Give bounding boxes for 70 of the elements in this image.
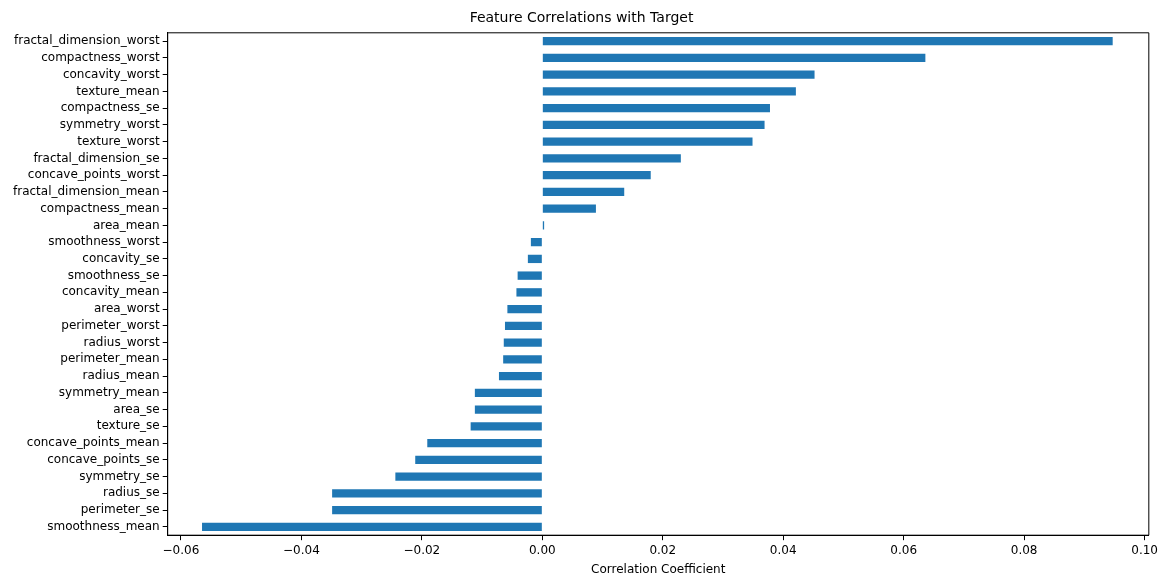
bar <box>542 70 815 79</box>
x-tick-label: 0.10 <box>1131 542 1158 557</box>
bar <box>542 53 926 63</box>
y-tick-label: symmetry_mean <box>58 384 160 399</box>
y-tick-label: fractal_dimension_mean <box>12 184 160 199</box>
x-tick-label: −0.06 <box>162 542 200 557</box>
y-tick-label: smoothness_worst <box>48 234 160 249</box>
bar <box>332 489 542 498</box>
y-tick-label: radius_se <box>102 485 160 500</box>
y-tick-label: compactness_worst <box>41 50 160 65</box>
bar <box>474 388 542 398</box>
y-tick-label: radius_mean <box>82 368 160 383</box>
y-tick-label: perimeter_se <box>80 502 160 517</box>
y-tick-label: concave_points_mean <box>26 435 160 450</box>
bar <box>542 120 765 130</box>
bar <box>517 271 542 280</box>
bar <box>507 304 542 314</box>
y-tick-label: radius_worst <box>83 334 160 349</box>
y-tick-label: concave_points_se <box>47 451 160 466</box>
y-tick-label: concave_points_worst <box>27 167 160 182</box>
y-tick-label: fractal_dimension_se <box>33 150 160 165</box>
y-tick-label: compactness_mean <box>40 200 160 215</box>
y-tick-label: area_worst <box>93 301 160 316</box>
bar <box>542 36 1113 46</box>
bar <box>527 254 542 264</box>
bar <box>504 321 542 331</box>
bar <box>542 170 651 180</box>
y-tick-label: compactness_se <box>60 100 160 115</box>
y-tick-label: symmetry_worst <box>59 117 160 132</box>
y-tick-label: texture_mean <box>76 83 160 98</box>
y-tick-label: concavity_worst <box>62 66 160 81</box>
bar <box>498 371 542 381</box>
bar <box>542 204 596 213</box>
bar <box>470 422 542 431</box>
x-tick-label: −0.02 <box>403 542 441 557</box>
x-axis-title: Correlation Coefficient <box>591 561 726 576</box>
bar <box>395 472 542 481</box>
bar <box>202 522 542 532</box>
y-tick-label: perimeter_worst <box>61 317 160 332</box>
y-tick-label: texture_worst <box>77 133 160 148</box>
bar <box>542 103 770 113</box>
bar <box>427 438 542 448</box>
bar <box>516 288 542 297</box>
y-tick-label: perimeter_mean <box>60 351 160 366</box>
y-tick-label: symmetry_se <box>79 468 160 483</box>
bar <box>542 87 796 96</box>
x-tick-label: 0.02 <box>649 542 677 557</box>
bar <box>503 338 542 347</box>
y-tick-label: fractal_dimension_worst <box>13 33 160 48</box>
bar <box>542 154 681 163</box>
bar <box>415 455 542 465</box>
y-tick-label: concavity_mean <box>61 284 160 299</box>
x-tick-label: −0.04 <box>283 542 320 557</box>
y-tick-label: smoothness_se <box>67 267 160 282</box>
bar <box>474 405 542 414</box>
y-tick-label: texture_se <box>96 418 160 433</box>
bar <box>542 187 625 197</box>
x-tick-label: 0.06 <box>890 542 918 557</box>
bar <box>332 505 542 515</box>
x-tick-label: 0.00 <box>528 542 556 557</box>
chart-title: Feature Correlations with Target <box>469 9 694 26</box>
y-tick-label: smoothness_mean <box>47 518 160 533</box>
y-tick-label: concavity_se <box>82 251 160 266</box>
x-tick-label: 0.04 <box>769 542 797 557</box>
x-tick-label: 0.08 <box>1010 542 1038 557</box>
bar <box>530 237 542 247</box>
y-tick-label: area_mean <box>92 217 160 232</box>
y-tick-label: area_se <box>113 401 160 416</box>
bar <box>503 355 542 364</box>
bar <box>542 137 753 146</box>
